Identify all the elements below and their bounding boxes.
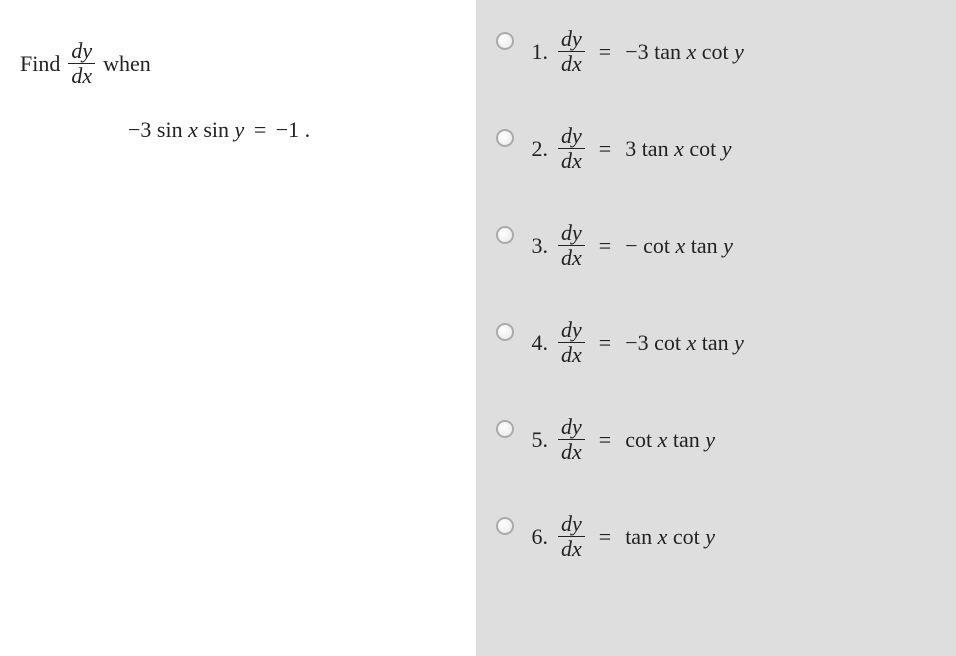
question-fraction: dy dx [68, 40, 95, 87]
answer-rhs: cot x tan y [625, 427, 715, 453]
answer-rhs: −3 cot x tan y [625, 330, 744, 356]
answer-eq: = [599, 330, 611, 356]
answer-eq: = [599, 233, 611, 259]
answer-frac-num: dy [558, 513, 585, 536]
question-panel: Find dy dx when −3 sin x sin y = −1 . [0, 0, 476, 656]
answer-frac-den: dx [558, 148, 585, 172]
answer-math: 4. dy dx = −3 cot x tan y [526, 319, 744, 366]
question-frac-den: dx [68, 63, 95, 87]
question-trail: when [103, 51, 151, 77]
radio-icon[interactable] [496, 420, 514, 438]
answer-math: 2. dy dx = 3 tan x cot y [526, 125, 732, 172]
answer-fraction: dy dx [558, 222, 585, 269]
answer-fraction: dy dx [558, 416, 585, 463]
answer-frac-num: dy [558, 125, 585, 148]
radio-icon[interactable] [496, 323, 514, 341]
answer-option[interactable]: 3. dy dx = − cot x tan y [496, 222, 936, 269]
answer-eq: = [599, 427, 611, 453]
radio-icon[interactable] [496, 129, 514, 147]
question-frac-num: dy [68, 40, 95, 63]
answer-eq: = [599, 136, 611, 162]
question-equation: −3 sin x sin y = −1 . [20, 117, 456, 143]
answer-rhs: −3 tan x cot y [625, 39, 744, 65]
answer-frac-den: dx [558, 342, 585, 366]
answer-fraction: dy dx [558, 513, 585, 560]
radio-icon[interactable] [496, 226, 514, 244]
answer-frac-den: dx [558, 439, 585, 463]
answer-math: 3. dy dx = − cot x tan y [526, 222, 733, 269]
answer-math: 6. dy dx = tan x cot y [526, 513, 715, 560]
main-container: Find dy dx when −3 sin x sin y = −1 . 1.… [0, 0, 956, 656]
radio-icon[interactable] [496, 517, 514, 535]
answer-rhs: tan x cot y [625, 524, 715, 550]
answer-fraction: dy dx [558, 28, 585, 75]
question-line1: Find dy dx when [20, 40, 456, 87]
equation-eq: = [254, 117, 266, 142]
answer-frac-num: dy [558, 319, 585, 342]
answer-eq: = [599, 524, 611, 550]
answer-eq: = [599, 39, 611, 65]
answers-panel: 1. dy dx = −3 tan x cot y 2. dy dx = 3 t… [476, 0, 956, 656]
answer-frac-den: dx [558, 51, 585, 75]
answer-frac-den: dx [558, 536, 585, 560]
answer-number: 6. [526, 524, 548, 550]
answer-fraction: dy dx [558, 125, 585, 172]
answer-number: 5. [526, 427, 548, 453]
answer-frac-num: dy [558, 222, 585, 245]
question-lead: Find [20, 51, 60, 77]
answer-rhs: − cot x tan y [625, 233, 733, 259]
answer-number: 3. [526, 233, 548, 259]
answer-option[interactable]: 6. dy dx = tan x cot y [496, 513, 936, 560]
answer-number: 1. [526, 39, 548, 65]
equation-lhs: −3 sin x sin y [128, 117, 250, 142]
answer-number: 4. [526, 330, 548, 356]
answer-math: 5. dy dx = cot x tan y [526, 416, 715, 463]
equation-rhs: −1 . [276, 117, 310, 142]
answer-frac-num: dy [558, 416, 585, 439]
answer-option[interactable]: 2. dy dx = 3 tan x cot y [496, 125, 936, 172]
radio-icon[interactable] [496, 32, 514, 50]
answer-frac-den: dx [558, 245, 585, 269]
answer-rhs: 3 tan x cot y [625, 136, 731, 162]
answer-option[interactable]: 4. dy dx = −3 cot x tan y [496, 319, 936, 366]
answer-math: 1. dy dx = −3 tan x cot y [526, 28, 744, 75]
answer-fraction: dy dx [558, 319, 585, 366]
answer-option[interactable]: 1. dy dx = −3 tan x cot y [496, 28, 936, 75]
answer-number: 2. [526, 136, 548, 162]
answer-frac-num: dy [558, 28, 585, 51]
answer-option[interactable]: 5. dy dx = cot x tan y [496, 416, 936, 463]
